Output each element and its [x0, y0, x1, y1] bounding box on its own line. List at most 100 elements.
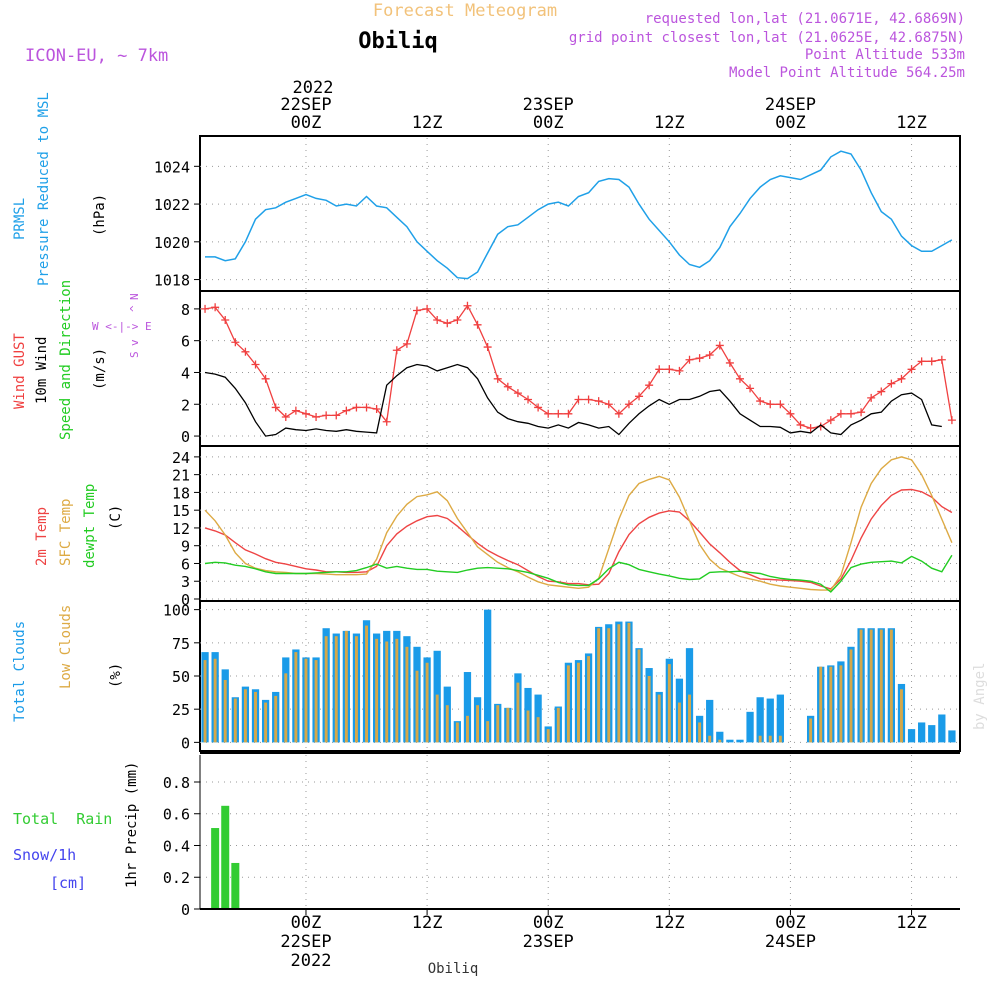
low-clouds-bar — [395, 638, 399, 743]
bottom-time-label: 00Z — [775, 913, 806, 933]
gust-marker — [453, 316, 462, 325]
y-tick-label: 75 — [172, 635, 190, 653]
gust-marker — [372, 405, 381, 414]
pressure-unit-label: (hPa) — [92, 194, 108, 236]
gust-marker — [362, 403, 371, 412]
gust-marker — [806, 424, 815, 433]
y-tick-label: 8 — [181, 301, 190, 319]
gust-marker — [725, 358, 734, 367]
total-clouds-bar — [776, 694, 784, 743]
low-clouds-bar — [758, 735, 762, 743]
gust-marker — [796, 420, 805, 429]
low-clouds-bar — [233, 698, 237, 743]
total-clouds-label: Total Clouds — [12, 621, 28, 722]
gust-marker — [433, 316, 442, 325]
compass-arrow-up: ^ — [128, 305, 141, 312]
low-clouds-bar — [496, 705, 500, 743]
low-clouds-bar — [556, 707, 560, 743]
gust-marker — [776, 400, 785, 409]
low-clouds-bar — [435, 694, 439, 743]
bottom-date-label: 24SEP — [765, 932, 816, 952]
gust-marker — [463, 301, 472, 310]
total-clouds-bar — [938, 714, 946, 743]
gust-marker — [766, 400, 775, 409]
grid-layer — [200, 138, 960, 910]
prmsl-label: PRMSL — [12, 198, 28, 240]
total-clouds-bar — [463, 672, 472, 743]
chart-title: Forecast Meteogram — [373, 1, 557, 21]
gust-marker — [786, 409, 795, 418]
gust-marker — [846, 409, 855, 418]
low-clouds-bar — [900, 689, 903, 743]
clouds-unit-label: (%) — [108, 663, 124, 688]
gust-marker — [524, 395, 533, 404]
pressure-description-label: Pressure Reduced to MSL — [36, 92, 52, 286]
low-clouds-bar — [203, 660, 207, 743]
low-clouds-bar — [879, 629, 883, 743]
low-clouds-bar — [506, 707, 510, 743]
y-tick-label: 0 — [181, 428, 190, 446]
gust-marker — [211, 303, 220, 312]
total-clouds-bar — [907, 729, 916, 743]
snow-unit-label: [cm] — [50, 874, 86, 892]
gust-marker — [877, 387, 886, 396]
total-clouds-bar — [736, 739, 744, 743]
y-tick-label: 6 — [181, 333, 190, 351]
gust-marker — [574, 395, 583, 404]
gust-marker — [857, 408, 866, 417]
gust-marker — [281, 412, 290, 421]
low-clouds-bar — [718, 739, 722, 743]
gust-marker — [261, 374, 270, 383]
gust-marker — [715, 341, 724, 350]
gust-line — [204, 304, 953, 429]
low-clouds-bar — [324, 636, 328, 743]
total-clouds-bar — [746, 711, 754, 743]
temperature-panel — [199, 445, 961, 602]
footer-location: Obiliq — [428, 961, 479, 977]
low-clouds-bar — [617, 624, 621, 743]
total-clouds-bar — [716, 731, 724, 743]
low-clouds-bar — [677, 702, 681, 743]
y-tick-label: 6 — [181, 555, 190, 573]
low-clouds-bar — [365, 625, 368, 743]
y-tick-label: 0 — [181, 901, 190, 919]
watermark: by Angel — [972, 663, 988, 730]
gust-marker — [534, 403, 543, 412]
low-clouds-bar — [405, 646, 409, 743]
low-clouds-bar — [839, 665, 843, 743]
y-tick-label: 2 — [181, 396, 190, 414]
gust-marker — [412, 306, 421, 315]
top-date-label: 23SEP — [523, 95, 574, 115]
y-tick-label: 4 — [181, 364, 190, 382]
gust-marker — [201, 304, 210, 313]
gust-marker — [746, 384, 755, 393]
low-clouds-bar — [869, 629, 873, 743]
prmsl-line — [205, 150, 953, 280]
wind-10m-label: 10m Wind — [34, 337, 50, 404]
gust-marker — [927, 357, 936, 366]
y-tick-label: 25 — [172, 701, 190, 719]
compass-south: S — [128, 351, 141, 358]
low-clouds-bar — [476, 705, 480, 743]
gust-marker — [594, 397, 603, 406]
low-clouds-bar — [577, 662, 580, 743]
low-clouds-bar — [597, 628, 601, 743]
low-clouds-bar — [254, 691, 257, 743]
top-time-label: 00Z — [291, 113, 322, 133]
total-clouds-bar — [928, 725, 936, 743]
gust-marker — [291, 406, 300, 415]
low-clouds-bar — [486, 721, 490, 743]
low-clouds-bar — [415, 670, 419, 743]
precip-unit-label: 1hr Precip (mm) — [124, 762, 140, 888]
low-clouds-bar — [445, 705, 449, 743]
gust-marker — [937, 355, 946, 364]
wind-speed-line — [204, 363, 942, 437]
gust-marker — [655, 365, 664, 374]
low-clouds-bar — [829, 666, 833, 743]
gust-marker — [836, 409, 845, 418]
low-clouds-bar — [314, 660, 318, 743]
model-label: ICON-EU, ~ 7km — [25, 46, 168, 66]
low-clouds-bar — [768, 735, 772, 743]
gust-marker — [604, 400, 613, 409]
